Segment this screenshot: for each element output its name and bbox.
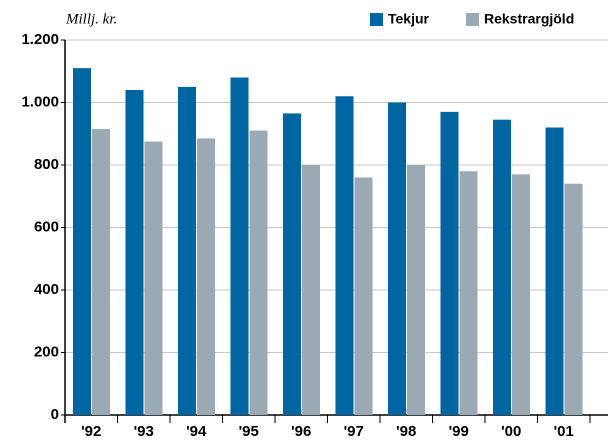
y-tick-label: 600 xyxy=(34,218,59,235)
x-tick-label: '97 xyxy=(344,423,364,440)
y-tick-label: 800 xyxy=(34,156,59,173)
bar xyxy=(197,138,215,415)
x-tick-label: '94 xyxy=(186,423,207,440)
bar xyxy=(407,165,425,415)
x-tick-label: '99 xyxy=(449,423,469,440)
y-axis-label: Millj. kr. xyxy=(65,11,117,27)
bar xyxy=(249,130,268,415)
legend-label: Tekjur xyxy=(388,11,430,27)
bar xyxy=(73,68,91,415)
legend-label: Rekstrargjöld xyxy=(484,11,574,27)
x-tick-label: '98 xyxy=(396,423,416,440)
bar xyxy=(354,177,373,415)
bar xyxy=(144,141,163,415)
bar xyxy=(493,119,511,415)
bar xyxy=(283,113,301,415)
bar xyxy=(302,165,320,415)
x-tick-label: '96 xyxy=(291,423,311,440)
x-tick-label: '01 xyxy=(554,423,574,440)
bar xyxy=(125,90,144,415)
bar xyxy=(388,102,406,415)
bar xyxy=(545,127,564,415)
x-tick-label: '92 xyxy=(81,423,101,440)
bar xyxy=(512,174,530,415)
y-tick-label: 200 xyxy=(34,343,59,360)
y-tick-label: 1.200 xyxy=(21,31,59,48)
bar xyxy=(440,111,459,415)
x-tick-label: '00 xyxy=(501,423,521,440)
y-tick-label: 0 xyxy=(51,406,59,423)
x-tick-label: '93 xyxy=(134,423,154,440)
bar xyxy=(459,171,478,415)
bar xyxy=(335,96,354,415)
bar xyxy=(178,86,196,415)
y-tick-label: 400 xyxy=(34,281,59,298)
legend-swatch xyxy=(466,13,479,26)
bar xyxy=(230,77,249,415)
legend-swatch xyxy=(370,13,383,26)
bar xyxy=(564,183,583,415)
x-tick-label: '95 xyxy=(239,423,259,440)
y-tick-label: 1.000 xyxy=(21,93,59,110)
bar xyxy=(92,129,110,415)
